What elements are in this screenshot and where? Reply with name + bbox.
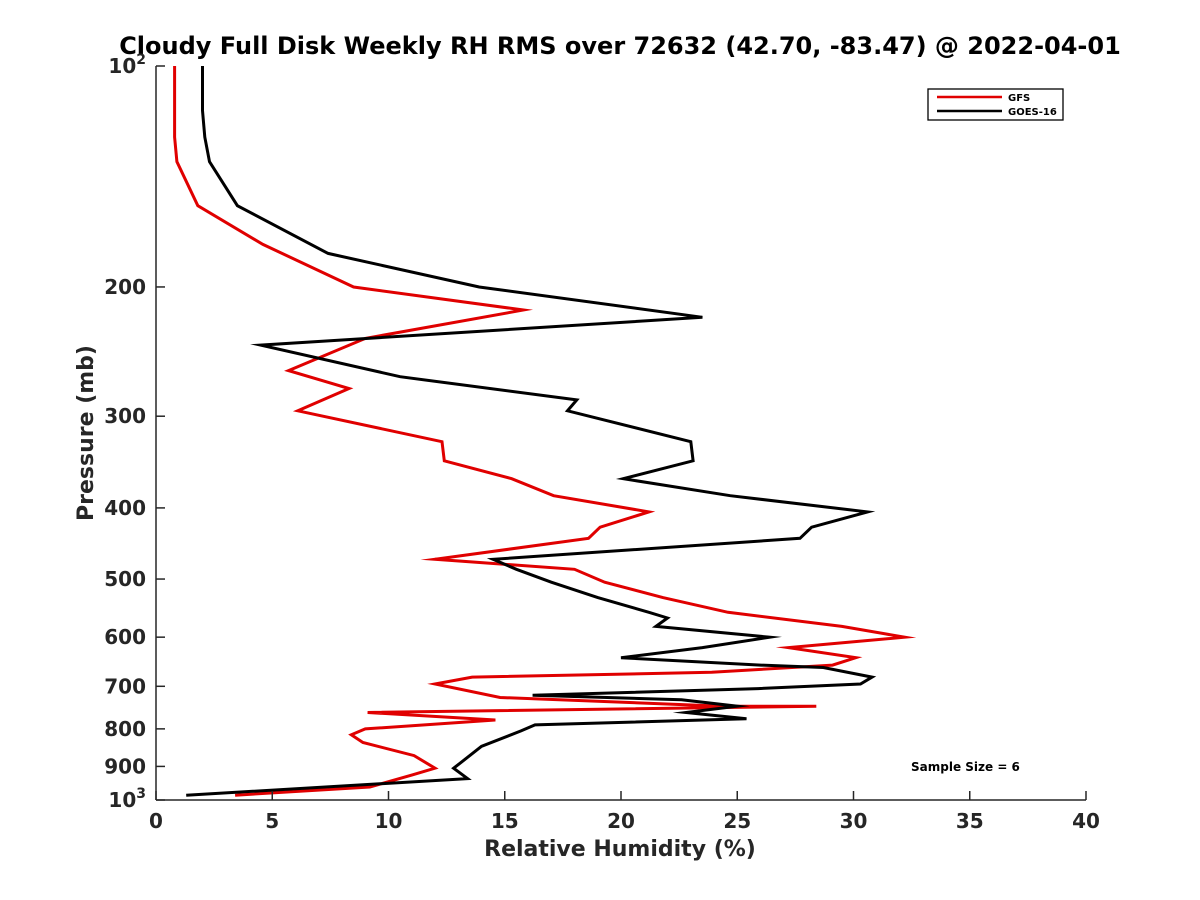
- chart-title: Cloudy Full Disk Weekly RH RMS over 7263…: [119, 32, 1121, 60]
- x-tick-label: 30: [840, 809, 868, 833]
- x-axis-label: Relative Humidity (%): [484, 837, 756, 862]
- y-axis-label: Pressure (mb): [74, 345, 99, 521]
- x-tick-label: 40: [1072, 809, 1100, 833]
- series-line-gfs: [173, 66, 917, 797]
- y-tick-label: 600: [104, 625, 146, 649]
- y-tick-label: 300: [104, 404, 146, 428]
- x-tick-label: 35: [956, 809, 984, 833]
- y-tick-label: 200: [104, 275, 146, 299]
- legend-items: GFS GOES-16: [937, 93, 1057, 118]
- y-tick-exponent: 3: [136, 786, 146, 802]
- x-tick-label: 25: [723, 809, 751, 833]
- x-ticks: 0 5 10 15 20 25 30 35 40: [149, 791, 1100, 833]
- legend-label-gfs: GFS: [1008, 93, 1030, 104]
- legend-label-goes-16: GOES-16: [1008, 107, 1057, 118]
- series-line-goes-16: [186, 66, 877, 797]
- y-tick-label: 700: [104, 674, 146, 698]
- y-tick-label: 103: [108, 786, 146, 812]
- plot-area: 0 5 10 15 20 25 30 35 40 102 200 300 400 500 600 700 80…: [104, 52, 1100, 833]
- y-tick-label: 102: [108, 52, 146, 78]
- legend: GFS GOES-16: [927, 88, 1064, 121]
- x-tick-label: 10: [375, 809, 403, 833]
- x-tick-label: 5: [265, 809, 279, 833]
- y-tick-label: 900: [104, 754, 146, 778]
- y-tick-exponent: 2: [136, 52, 146, 68]
- y-tick-label: 800: [104, 717, 146, 741]
- x-tick-label: 15: [491, 809, 519, 833]
- x-tick-label: 0: [149, 809, 163, 833]
- x-tick-label: 20: [607, 809, 635, 833]
- y-tick-label: 400: [104, 496, 146, 520]
- legend-box: [927, 88, 1064, 121]
- y-tick-label: 500: [104, 567, 146, 591]
- series-layer: [173, 66, 917, 797]
- y-ticks: 102 200 300 400 500 600 700 800 900 103: [104, 52, 165, 812]
- sample-size-annotation: Sample Size = 6: [911, 760, 1020, 774]
